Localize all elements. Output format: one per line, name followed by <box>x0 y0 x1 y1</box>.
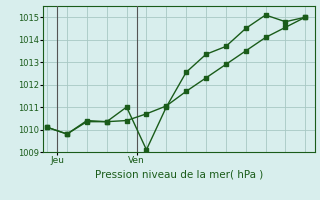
X-axis label: Pression niveau de la mer( hPa ): Pression niveau de la mer( hPa ) <box>95 169 263 179</box>
